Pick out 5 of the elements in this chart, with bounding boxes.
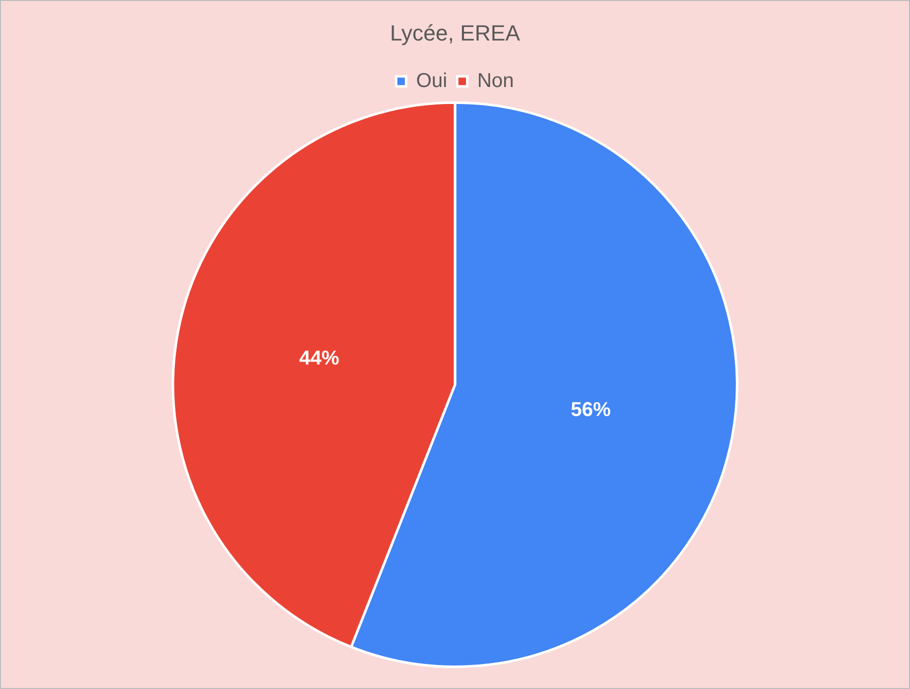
chart-title: Lycée, EREA xyxy=(390,20,520,46)
legend-label: Non xyxy=(477,70,514,92)
data-label: 56% xyxy=(570,399,611,422)
data-label: 44% xyxy=(299,347,340,370)
legend-label: Oui xyxy=(416,70,448,92)
